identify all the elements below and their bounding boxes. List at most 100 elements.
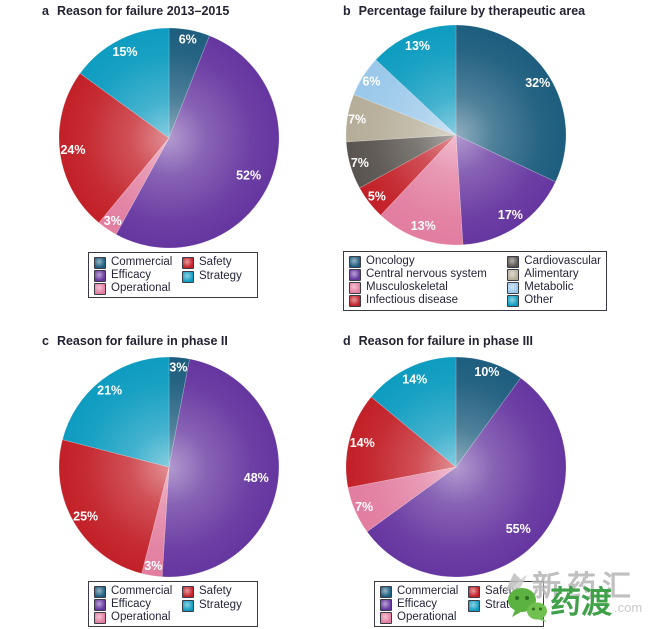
pie-c-label-safety: 25% [73,509,98,523]
legend-label: Other [524,294,554,306]
legend-label: Efficacy [111,269,152,281]
pie-a-label-operational: 3% [104,214,122,228]
pie-b-label-musculoskeletal: 13% [411,219,436,233]
pie-d-label-efficacy: 55% [506,522,531,536]
panel-d-letter: d [343,334,351,348]
legend-item-efficacy: Efficacy [94,269,182,282]
pie-d-label-strategy: 14% [402,372,427,386]
pie-b-label-alimentary: 7% [348,112,366,126]
legend-label: Safety [199,585,232,598]
legend-item-metabolic: Metabolic [507,281,601,294]
panel-b-title: b Percentage failure by therapeutic area [343,4,585,18]
pie-d-label-commercial: 10% [474,365,499,379]
panel-d-title-text: Reason for failure in phase III [358,334,533,348]
legend-swatch-efficacy [94,269,106,282]
legend-swatch-operational [380,611,392,624]
legend-label: Infectious disease [366,294,459,306]
legend-swatch-safety [468,585,480,598]
legend-label: Operational [111,282,171,294]
legend-label: Oncology [366,255,415,267]
legend-swatch-strategy [182,270,194,283]
legend-swatch-commercial [94,256,106,269]
legend-label: Musculoskeletal [366,281,448,293]
legend-column: Safety Strategy [468,585,528,623]
legend-item-cardiovascular: Cardiovascular [507,255,601,268]
legend-item-infectious-disease: Infectious disease [349,294,507,307]
legend-label: Central nervous system [366,268,487,280]
legend-swatch-safety [182,585,194,598]
legend-item-operational: Operational [94,611,182,624]
pie-b-label-metabolic: 6% [362,74,380,88]
pie-d: 10% 55% 7% 14% 14% [345,356,567,578]
legend-item-central-nervous-system: Central nervous system [349,268,507,281]
legend-item-musculoskeletal: Musculoskeletal [349,281,507,294]
legend-a: Commercial Efficacy Operational Safety Strat… [88,252,258,298]
legend-label: Commercial [111,256,173,268]
legend-column: Commercial Efficacy Operational [94,256,182,295]
legend-column: Oncology Central nervous system Musculoske… [349,255,507,307]
legend-label: Safety [199,256,232,269]
legend-item-safety: Safety [468,585,528,599]
pie-d-label-safety: 14% [350,436,375,450]
legend-swatch-other [507,294,520,307]
pie-a-label-efficacy: 52% [236,168,261,182]
legend-swatch-central-nervous-system [349,268,361,281]
legend-item-efficacy: Efficacy [94,598,182,611]
legend-label: Strategy [485,599,528,612]
pie-b-label-infectious-disease: 5% [368,189,386,203]
legend-label: Metabolic [524,281,574,293]
legend-label: Commercial [397,585,459,597]
legend-label: Cardiovascular [524,255,601,267]
legend-item-safety: Safety [182,256,242,270]
legend-item-operational: Operational [380,611,468,624]
panel-c-title-text: Reason for failure in phase II [56,334,228,348]
legend-swatch-operational [94,282,106,295]
legend-swatch-infectious-disease [349,294,361,307]
legend-item-commercial: Commercial [94,256,182,269]
legend-item-strategy: Strategy [468,599,528,613]
pie-b: 32% 17% 13% 5% 7% 7% 6% 13% [345,24,567,246]
legend-swatch-commercial [380,585,392,598]
legend-swatch-operational [94,611,106,624]
legend-swatch-safety [182,256,194,269]
pie-center-highlight [346,25,566,245]
pie-c-label-commercial: 3% [169,360,187,374]
panel-a-title-text: Reason for failure 2013–2015 [56,4,230,18]
panel-d-title: d Reason for failure in phase III [343,334,533,348]
legend-item-safety: Safety [182,585,242,599]
legend-item-other: Other [507,294,601,307]
legend-c: Commercial Efficacy Operational Safety Strat… [88,581,258,627]
panel-c-title: c Reason for failure in phase II [42,334,228,348]
legend-swatch-musculoskeletal [349,281,361,294]
pie-b-label-central-nervous-system: 17% [498,208,523,222]
pie-d-label-operational: 7% [355,500,373,514]
pie-a-label-safety: 24% [60,143,85,157]
pie-center-highlight [346,357,566,577]
legend-column: Commercial Efficacy Operational [94,585,182,624]
legend-swatch-efficacy [94,598,106,611]
pie-center-highlight [59,28,279,248]
legend-swatch-oncology [349,255,361,268]
legend-item-commercial: Commercial [94,585,182,598]
legend-d: Commercial Efficacy Operational Safety Strat… [374,581,544,627]
legend-item-commercial: Commercial [380,585,468,598]
legend-item-oncology: Oncology [349,255,507,268]
pie-c-label-efficacy: 48% [244,471,269,485]
legend-column: Safety Strategy [182,585,242,623]
legend-label: Strategy [199,270,242,283]
pie-a-label-strategy: 15% [113,45,138,59]
panel-a-letter: a [42,4,49,18]
pie-c-label-strategy: 21% [97,384,122,398]
legend-item-efficacy: Efficacy [380,598,468,611]
legend-label: Safety [485,585,518,598]
legend-label: Commercial [111,585,173,597]
legend-label: Efficacy [397,598,438,610]
legend-label: Operational [397,611,457,623]
legend-column: Cardiovascular Alimentary Metabolic Other [507,255,601,307]
panel-a-title: a Reason for failure 2013–2015 [42,4,229,18]
panel-b-title-text: Percentage failure by therapeutic area [358,4,586,18]
pie-b-label-oncology: 32% [525,76,550,90]
legend-swatch-commercial [94,585,106,598]
legend-swatch-cardiovascular [507,255,520,268]
